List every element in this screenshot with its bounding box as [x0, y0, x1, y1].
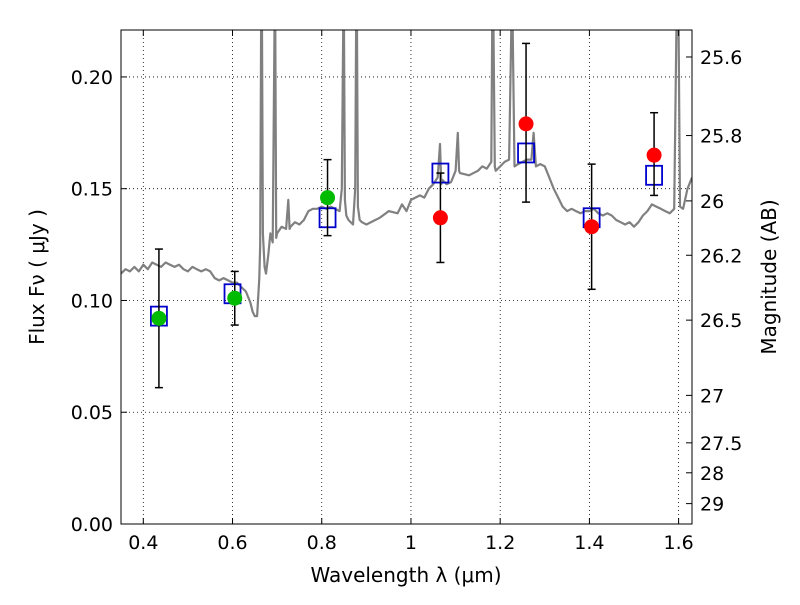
template-spectrum-line — [121, 30, 692, 318]
x-axis-label: Wavelength λ (μm) — [310, 563, 501, 587]
ticks: 0.4 0.6 0.8 1 1.2 1.4 1.6 0.00 0.05 0.10 0.15 0.20 2… — [71, 30, 742, 554]
y-tick-label: 0.15 — [71, 179, 113, 201]
y-tick-label: 0.00 — [71, 514, 113, 536]
y2-tick-label: 25.8 — [700, 126, 742, 148]
observed-flux-point — [151, 310, 167, 326]
y2-tick-label: 28 — [700, 463, 724, 485]
x-tick-label: 0.6 — [217, 532, 247, 554]
observed-flux-point — [227, 290, 243, 306]
y-tick-label: 0.05 — [71, 402, 113, 424]
x-tick-label: 1 — [405, 532, 417, 554]
x-tick-label: 1.4 — [574, 532, 604, 554]
observed-flux-point — [432, 210, 448, 226]
observed-flux-point — [584, 219, 600, 235]
y2-tick-label: 27 — [700, 385, 724, 407]
y-tick-label: 0.10 — [71, 290, 113, 312]
y-tick-label: 0.20 — [71, 67, 113, 89]
y2-tick-label: 27.5 — [700, 433, 742, 455]
observed-flux-point — [518, 116, 534, 132]
data-layer — [121, 30, 692, 389]
y2-tick-label: 26.2 — [700, 245, 742, 267]
y-axis-label: Flux Fν ( μJy ) — [25, 209, 49, 345]
y2-tick-label: 29 — [700, 494, 724, 516]
grid — [121, 30, 692, 525]
y2-tick-label: 26 — [700, 191, 724, 213]
y2-tick-label: 25.6 — [700, 47, 742, 69]
y2-axis-label: Magnitude (AB) — [757, 199, 781, 354]
observed-flux-point — [646, 147, 662, 163]
plot-frame — [120, 29, 693, 525]
x-tick-label: 0.8 — [307, 532, 337, 554]
x-tick-label: 1.2 — [485, 532, 515, 554]
x-tick-label: 0.4 — [128, 532, 158, 554]
observed-flux-point — [320, 190, 336, 206]
y2-tick-label: 26.5 — [700, 310, 742, 332]
x-tick-label: 1.6 — [664, 532, 694, 554]
